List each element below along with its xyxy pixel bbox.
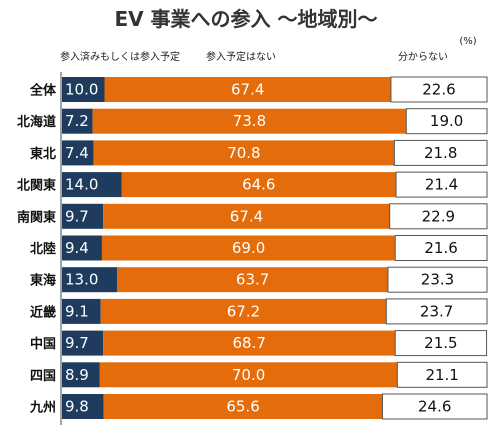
data-label-series-2: 63.7 [236,271,269,289]
bar-segment-series-2 [92,108,407,134]
category-label: 北陸 [30,241,56,257]
bar-segment-series-2 [100,298,387,324]
bar-segment-series-2 [103,330,396,356]
bar-segment-series-3 [394,235,488,261]
category-label: 南関東 [17,209,56,225]
bar-segment-series-1 [62,235,102,261]
bar-segment-series-3 [387,266,488,293]
legend-entry-series-2: 参入予定はない [206,50,276,63]
data-label-series-1: 9.4 [65,239,89,257]
bar-segment-series-3 [381,393,488,420]
data-label-series-3: 24.6 [418,398,451,416]
bar-segment-series-2 [117,267,388,293]
data-label-series-1: 7.4 [65,144,89,162]
bars-group: 全体 10.0 67.4 22.6 北海道 7.2 73.8 19.0 東北 7.4 70.8 21.… [17,76,488,420]
bar-segment-series-1 [62,267,118,293]
data-label-series-3: 21.8 [424,144,457,162]
data-label-series-2: 64.6 [242,176,275,194]
data-label-series-3: 21.5 [424,334,457,352]
data-label-series-1: 7.2 [65,112,89,130]
category-label: 近畿 [30,304,56,320]
bar-segment-series-3 [393,139,488,166]
bar-segment-series-1 [62,330,104,356]
bar-segment-series-3 [396,361,488,388]
bar-segment-series-3 [389,203,488,230]
bar-segment-series-1 [62,298,101,324]
data-label-series-3: 21.4 [425,176,458,194]
bar-segment-series-1 [62,77,105,102]
bar-segment-series-2 [103,394,383,419]
bar-segment-series-1 [62,140,94,166]
data-label-series-2: 70.0 [232,366,265,384]
bar-segment-series-1 [62,394,104,419]
bar-segment-series-3 [394,330,488,357]
data-label-series-1: 14.0 [65,176,98,194]
bar-segment-series-3 [385,298,488,325]
data-label-series-2: 65.6 [226,398,259,416]
bar-segment-series-1 [62,203,104,229]
chart-title: EV 事業への参入 ～地域別～ [114,7,377,31]
category-label: 全体 [29,83,57,99]
bar-segment-series-3 [390,76,488,103]
category-label: 九州 [29,401,56,416]
bar-segment-series-1 [62,362,100,388]
category-label: 北関東 [17,178,56,194]
data-label-series-3: 22.9 [422,207,455,225]
category-label: 東海 [30,273,56,289]
bar-segment-series-1 [62,172,122,198]
bar-segment-series-1 [62,108,93,134]
data-label-series-2: 70.8 [227,144,260,162]
data-label-series-3: 21.1 [425,366,458,384]
bar-segment-series-2 [93,140,395,166]
data-label-series-3: 19.0 [430,112,463,130]
data-label-series-2: 69.0 [232,239,265,257]
bar-segment-series-2 [101,235,396,261]
legend-entry-series-1: 参入済みもしくは参入予定 [60,50,180,63]
data-label-series-3: 22.6 [422,81,455,99]
data-label-series-2: 73.8 [233,112,266,130]
data-label-series-1: 10.0 [65,81,98,99]
data-label-series-3: 23.3 [421,271,454,289]
bar-segment-series-2 [103,203,390,229]
data-label-series-2: 67.4 [230,207,263,225]
bar-segment-series-2 [121,172,397,198]
data-label-series-3: 21.6 [424,239,457,257]
data-label-series-2: 67.2 [227,302,260,320]
data-label-series-1: 8.9 [65,366,89,384]
bar-segment-series-3 [395,171,488,198]
data-label-series-1: 13.0 [65,271,98,289]
legend-entry-series-3: 分からない [398,51,448,63]
data-label-series-1: 9.8 [65,398,89,416]
bar-segment-series-2 [99,362,398,388]
data-label-series-1: 9.7 [65,334,89,352]
data-label-series-1: 9.1 [65,302,89,320]
data-label-series-3: 23.7 [420,302,453,320]
data-label-series-1: 9.7 [65,207,89,225]
category-label: 四国 [30,369,56,384]
data-label-series-2: 68.7 [233,334,266,352]
bar-segment-series-3 [405,108,488,135]
category-label: 北海道 [17,114,56,130]
bar-segment-series-2 [104,77,391,102]
data-label-series-2: 67.4 [231,81,264,99]
category-label: 中国 [30,336,56,352]
category-label: 東北 [30,146,56,162]
unit-label: (%) [459,36,476,47]
